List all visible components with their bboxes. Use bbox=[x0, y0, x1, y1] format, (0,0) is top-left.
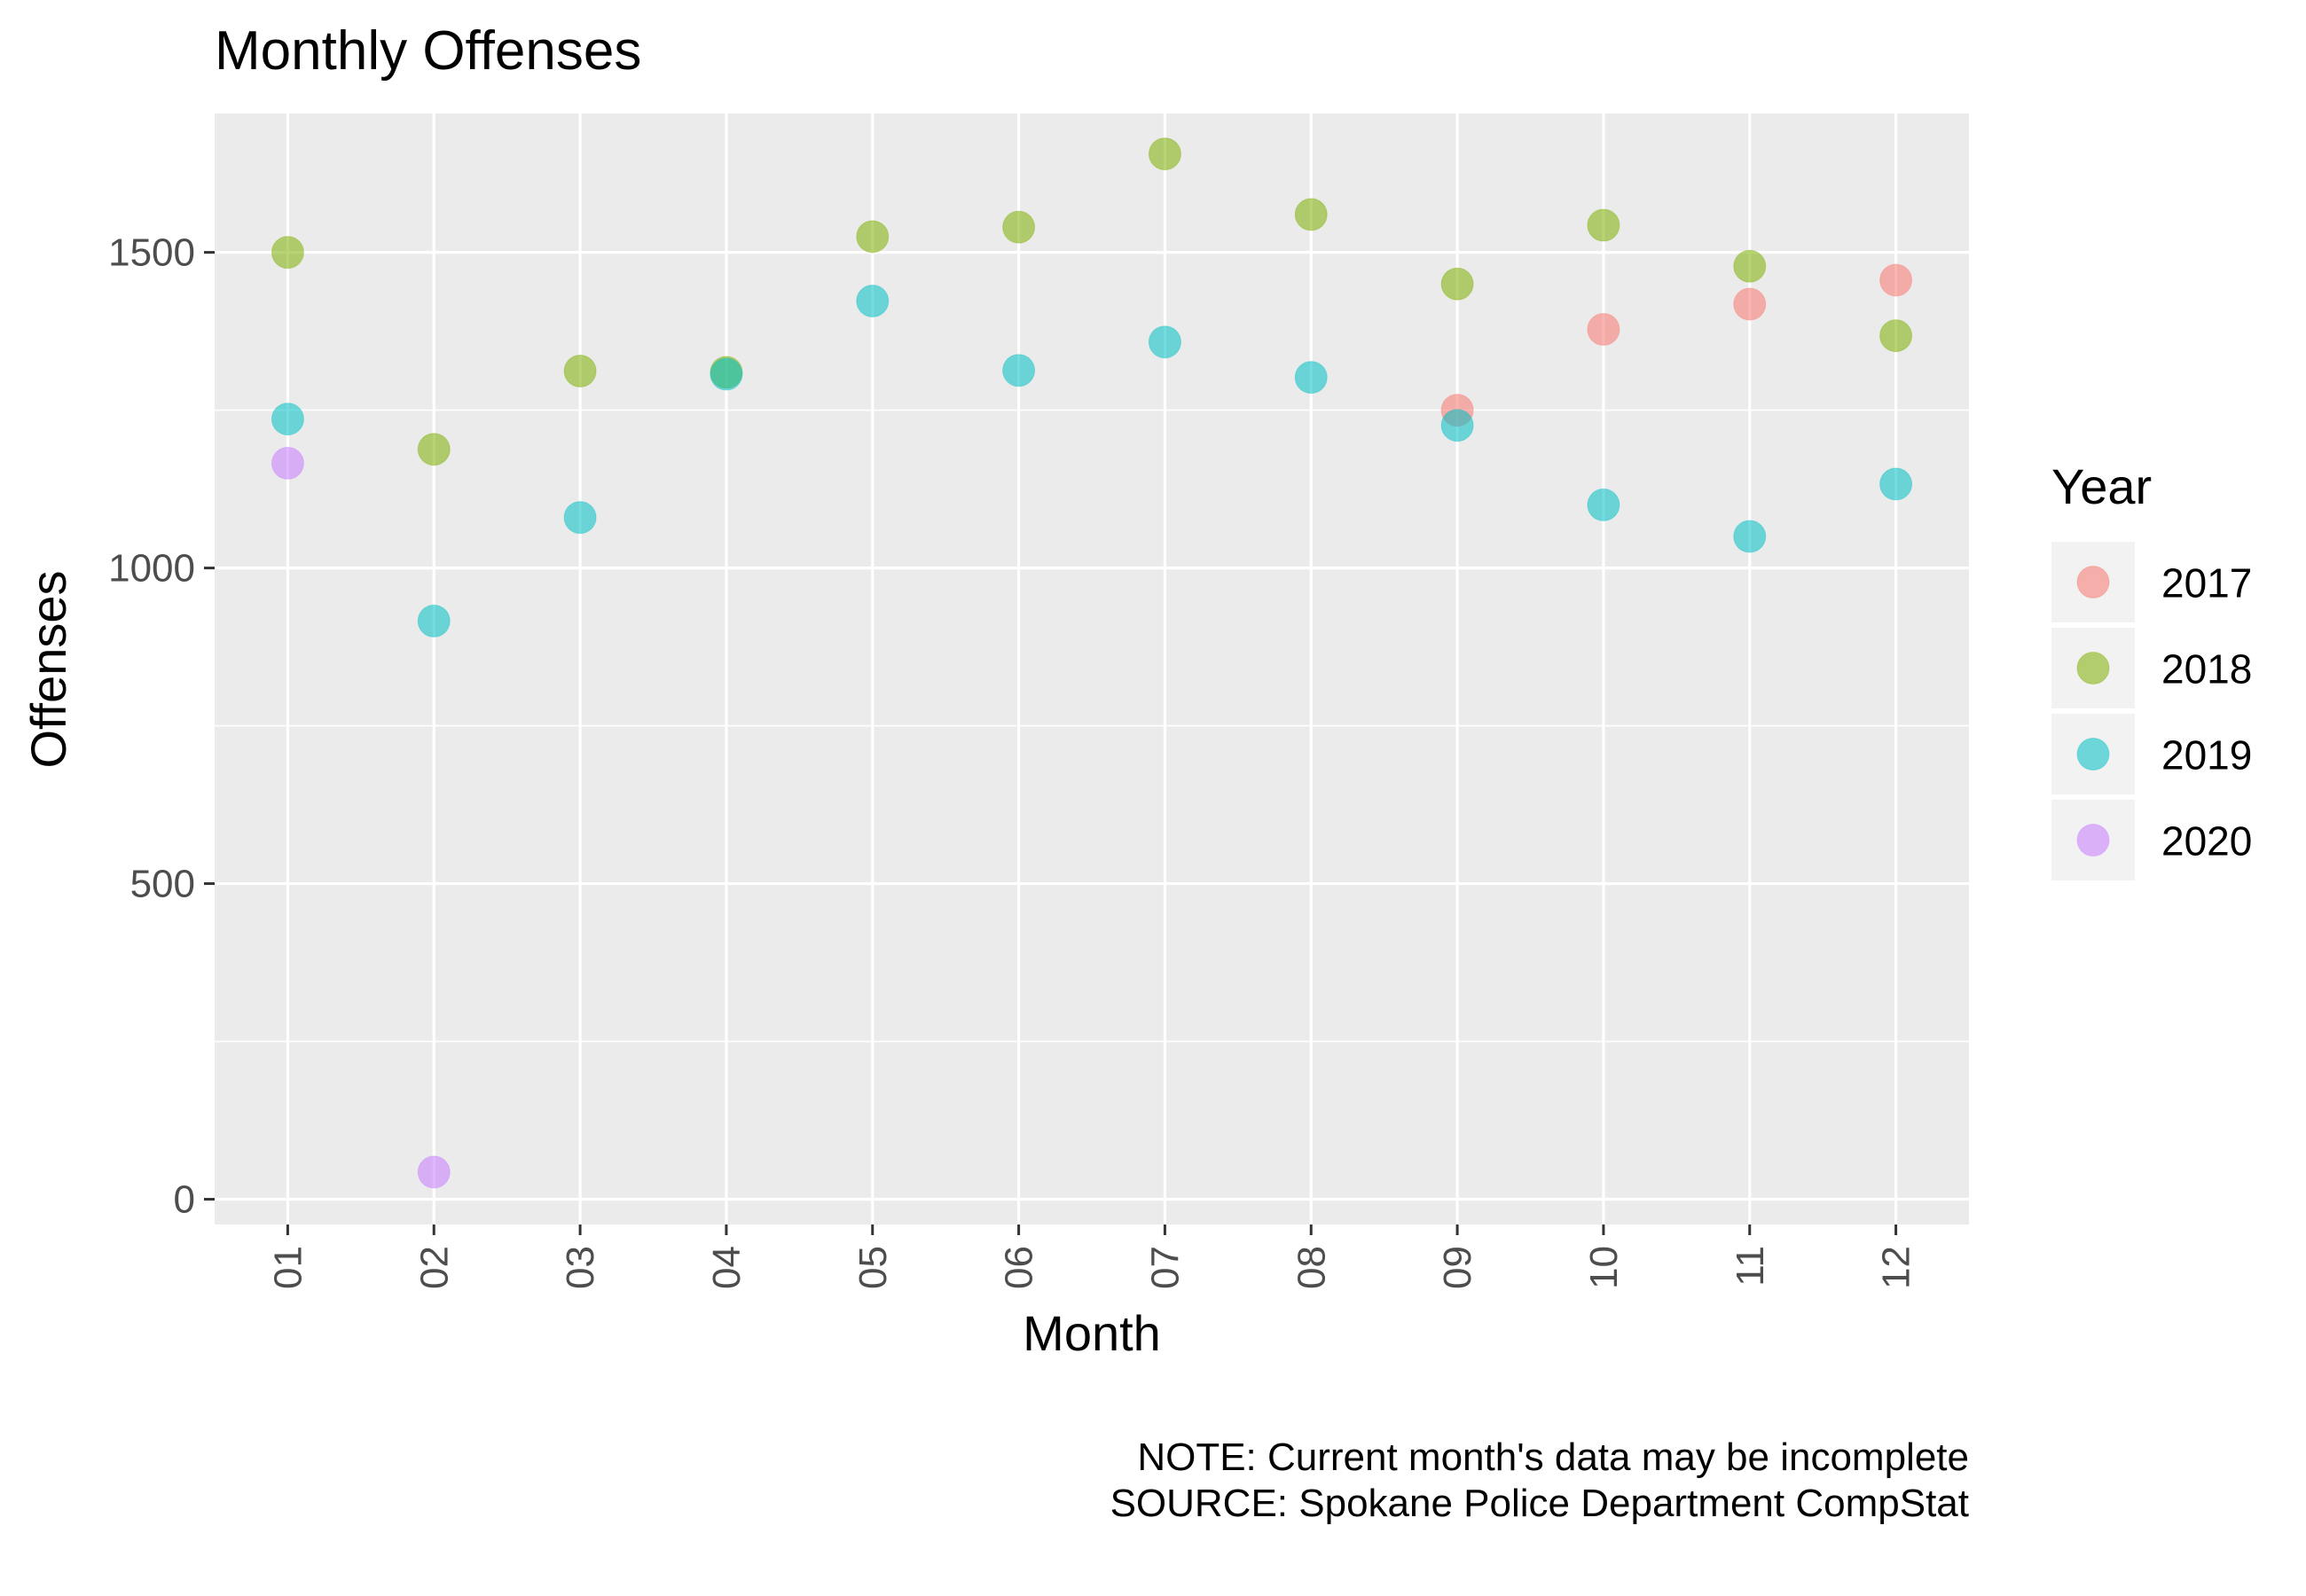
data-point bbox=[271, 403, 304, 436]
data-point bbox=[417, 433, 451, 466]
y-tick-label: 0 bbox=[174, 1178, 195, 1222]
y-axis-title: Offenses bbox=[20, 570, 76, 768]
data-point bbox=[1148, 325, 1181, 359]
legend-label: 2018 bbox=[2161, 646, 2252, 692]
data-point bbox=[271, 236, 304, 270]
legend-marker bbox=[2076, 824, 2110, 857]
data-point bbox=[1587, 208, 1620, 242]
data-point bbox=[856, 284, 890, 317]
legend-marker bbox=[2076, 566, 2110, 598]
data-point bbox=[1587, 312, 1620, 346]
legend-label: 2017 bbox=[2161, 560, 2252, 606]
legend-marker bbox=[2076, 738, 2110, 771]
data-point bbox=[1587, 488, 1620, 521]
data-point bbox=[563, 354, 597, 387]
data-point bbox=[271, 446, 304, 480]
data-point bbox=[1440, 409, 1474, 442]
x-tick-label: 12 bbox=[1875, 1246, 1918, 1289]
data-point bbox=[1879, 263, 1913, 297]
x-tick-label: 11 bbox=[1729, 1246, 1772, 1287]
caption-source: SOURCE: Spokane Police Department CompSt… bbox=[1110, 1482, 1969, 1525]
y-tick-label: 1000 bbox=[108, 547, 195, 591]
data-point bbox=[1440, 267, 1474, 301]
data-point bbox=[1294, 361, 1328, 395]
legend-label: 2019 bbox=[2161, 732, 2252, 778]
y-tick-label: 1500 bbox=[108, 231, 195, 275]
legend-marker bbox=[2076, 652, 2110, 685]
caption-note: NOTE: Current month's data may be incomp… bbox=[1137, 1436, 1969, 1479]
data-point bbox=[1148, 137, 1181, 171]
legend-title: Year bbox=[2051, 458, 2152, 514]
x-tick-label: 04 bbox=[705, 1246, 749, 1289]
y-tick-label: 500 bbox=[130, 863, 195, 906]
x-tick-label: 01 bbox=[266, 1246, 310, 1289]
data-points bbox=[271, 137, 1913, 1189]
data-point bbox=[856, 220, 890, 254]
data-point bbox=[417, 604, 451, 638]
data-point bbox=[1733, 287, 1767, 321]
chart-title: Monthly Offenses bbox=[215, 20, 641, 82]
data-point bbox=[1002, 210, 1036, 244]
data-point bbox=[417, 1155, 451, 1189]
x-tick-label: 09 bbox=[1436, 1246, 1479, 1289]
x-tick-label: 10 bbox=[1582, 1246, 1626, 1289]
data-point bbox=[1733, 520, 1767, 553]
data-point bbox=[563, 501, 597, 535]
plot-panel bbox=[215, 113, 1969, 1224]
data-point bbox=[1294, 198, 1328, 231]
x-tick-label: 08 bbox=[1290, 1246, 1333, 1289]
x-tick-label: 03 bbox=[559, 1246, 602, 1289]
data-point bbox=[1879, 319, 1913, 353]
x-axis-title: Month bbox=[1023, 1305, 1161, 1361]
x-tick-label: 06 bbox=[998, 1246, 1041, 1289]
data-point bbox=[1733, 249, 1767, 283]
x-tick-label: 02 bbox=[412, 1246, 456, 1289]
x-tick-label: 05 bbox=[851, 1246, 895, 1289]
x-tick-label: 07 bbox=[1143, 1246, 1187, 1289]
legend-label: 2020 bbox=[2161, 818, 2252, 864]
data-point bbox=[1879, 467, 1913, 501]
data-point bbox=[1002, 354, 1036, 387]
data-point bbox=[710, 357, 743, 391]
legend: Year 2017 2018 2019 2020 bbox=[2051, 458, 2252, 880]
y-axis: 0 500 1000 1500 bbox=[108, 231, 215, 1222]
x-axis: 01 02 03 04 05 06 07 08 09 10 11 12 bbox=[266, 1224, 1918, 1289]
